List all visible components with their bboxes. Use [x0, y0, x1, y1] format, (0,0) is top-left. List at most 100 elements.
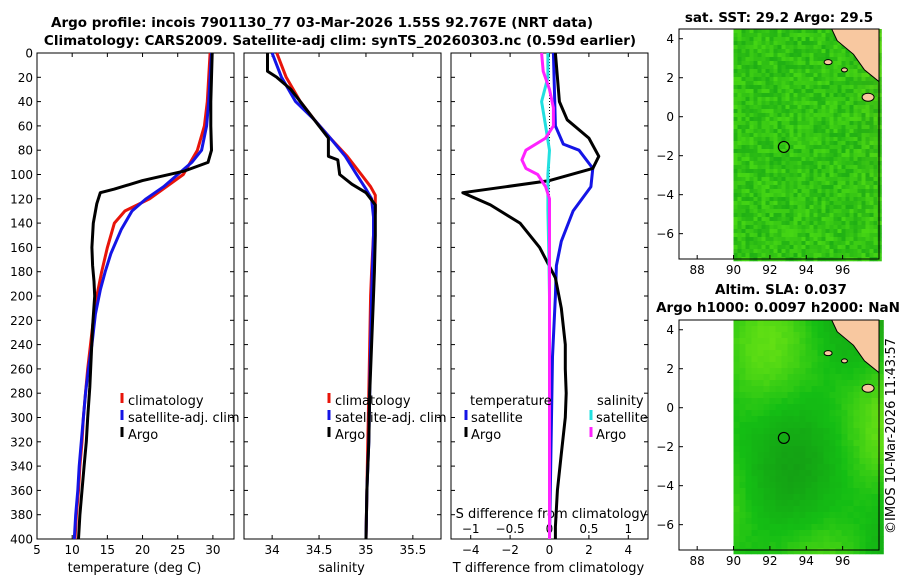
sst-map-field-cell [849, 65, 854, 70]
sst-map-field-cell [789, 77, 794, 82]
sst-map-field-cell [853, 221, 858, 226]
sst-map-field-cell [781, 113, 786, 118]
sla-map-field-cell [793, 500, 800, 507]
sst-map-field-cell [837, 97, 842, 102]
sst-map-field-cell [765, 229, 770, 234]
sst-map-field-cell [749, 109, 754, 114]
sst-map-field-cell [741, 225, 746, 230]
sla-map-field-cell [835, 410, 842, 417]
sst-map-field-cell [733, 249, 738, 254]
sst-map-field-cell [813, 57, 818, 62]
sla-map-field-cell [757, 332, 764, 339]
sst-map-field-cell [753, 233, 758, 238]
sla-map-field-cell [847, 518, 854, 525]
sst-map-field-cell [761, 97, 766, 102]
sst-map-field-cell [749, 169, 754, 174]
sst-map-field-cell [753, 117, 758, 122]
sla-map-field-cell [823, 386, 830, 393]
sla-map-field-cell [733, 380, 740, 387]
temperature-ytick-label: 340 [10, 460, 33, 474]
sla-map-field-cell [751, 398, 758, 405]
sst-map-field-cell [753, 149, 758, 154]
sla-map-field-cell [739, 398, 746, 405]
sst-map-field-cell [869, 197, 874, 202]
sst-map-field-cell [865, 137, 870, 142]
sst-map-field-cell [825, 165, 830, 170]
sst-map-field-cell [821, 137, 826, 142]
sla-map-field-cell [781, 410, 788, 417]
sst-map-field-cell [793, 73, 798, 78]
sst-map-field-cell [733, 49, 738, 54]
sla-map-field-cell [871, 368, 878, 375]
sst-map-field-cell [789, 145, 794, 150]
sst-map-field-cell [833, 61, 838, 66]
sst-map-field-cell [785, 61, 790, 66]
sst-map-field-cell [833, 225, 838, 230]
sst-map-field-cell [749, 249, 754, 254]
sst-map-field-cell [765, 49, 770, 54]
sst-map-field-cell [849, 69, 854, 74]
sst-map-field-cell [817, 137, 822, 142]
sla-map-field-cell [787, 542, 794, 549]
sst-map-field-cell [825, 209, 830, 214]
sst-map-field-cell [737, 89, 742, 94]
sst-map-field-cell [801, 113, 806, 118]
sst-map-field-cell [813, 225, 818, 230]
sst-map-field-cell [749, 121, 754, 126]
sst-map-field-cell [813, 141, 818, 146]
sla-map-field-cell [793, 524, 800, 531]
sla-map-field-cell [787, 500, 794, 507]
sst-map-field-cell [801, 45, 806, 50]
sst-map-field-cell [741, 169, 746, 174]
sla-map-field-cell [853, 452, 860, 459]
sst-map-field-cell [749, 173, 754, 178]
sla-map-field-cell [859, 452, 866, 459]
sla-map-field-cell [769, 374, 776, 381]
sst-map-field-cell [777, 45, 782, 50]
sst-map-field-cell [793, 117, 798, 122]
sla-map-island [861, 383, 875, 393]
sst-map-field-cell [749, 217, 754, 222]
sst-map-field-cell [825, 205, 830, 210]
sla-map-field-cell [877, 518, 884, 525]
sst-map-field-cell [825, 121, 830, 126]
sst-map-field-cell [805, 165, 810, 170]
sla-map-field-cell [871, 476, 878, 483]
sst-map-field-cell [805, 149, 810, 154]
sst-map-field-cell [781, 121, 786, 126]
sst-map-field-cell [773, 177, 778, 182]
sst-map-field-cell [865, 169, 870, 174]
sst-map-field-cell [817, 85, 822, 90]
sla-map-field-cell [793, 488, 800, 495]
sst-map-field-cell [785, 93, 790, 98]
sst-map-field-cell [753, 73, 758, 78]
sst-map-field-cell [777, 61, 782, 66]
sst-map-field-cell [825, 73, 830, 78]
sst-map-field-cell [765, 133, 770, 138]
sst-map-field-cell [733, 133, 738, 138]
sst-map-field-cell [805, 109, 810, 114]
sla-map-field-cell [733, 536, 740, 543]
sst-map-field-cell [757, 105, 762, 110]
sst-map-field-cell [753, 105, 758, 110]
sst-map-field-cell [745, 173, 750, 178]
sst-map-field-cell [737, 109, 742, 114]
temperature-xtick-label: 15 [100, 543, 115, 557]
sst-map-field-cell [837, 133, 842, 138]
sla-map-field-cell [775, 380, 782, 387]
sla-map-field-cell [763, 380, 770, 387]
sla-map-field-cell [757, 404, 764, 411]
sla-map-field-cell [853, 398, 860, 405]
sst-map-field-cell [753, 129, 758, 134]
sst-map-field-cell [869, 105, 874, 110]
sst-map-field-cell [765, 101, 770, 106]
sst-map-field-cell [801, 193, 806, 198]
sst-map-field-cell [849, 221, 854, 226]
sst-map-field-cell [753, 29, 758, 34]
sst-map-field-cell [773, 73, 778, 78]
sst-map-field-cell [841, 213, 846, 218]
sla-map-field-cell [871, 404, 878, 411]
sla-map-field-cell [859, 392, 866, 399]
